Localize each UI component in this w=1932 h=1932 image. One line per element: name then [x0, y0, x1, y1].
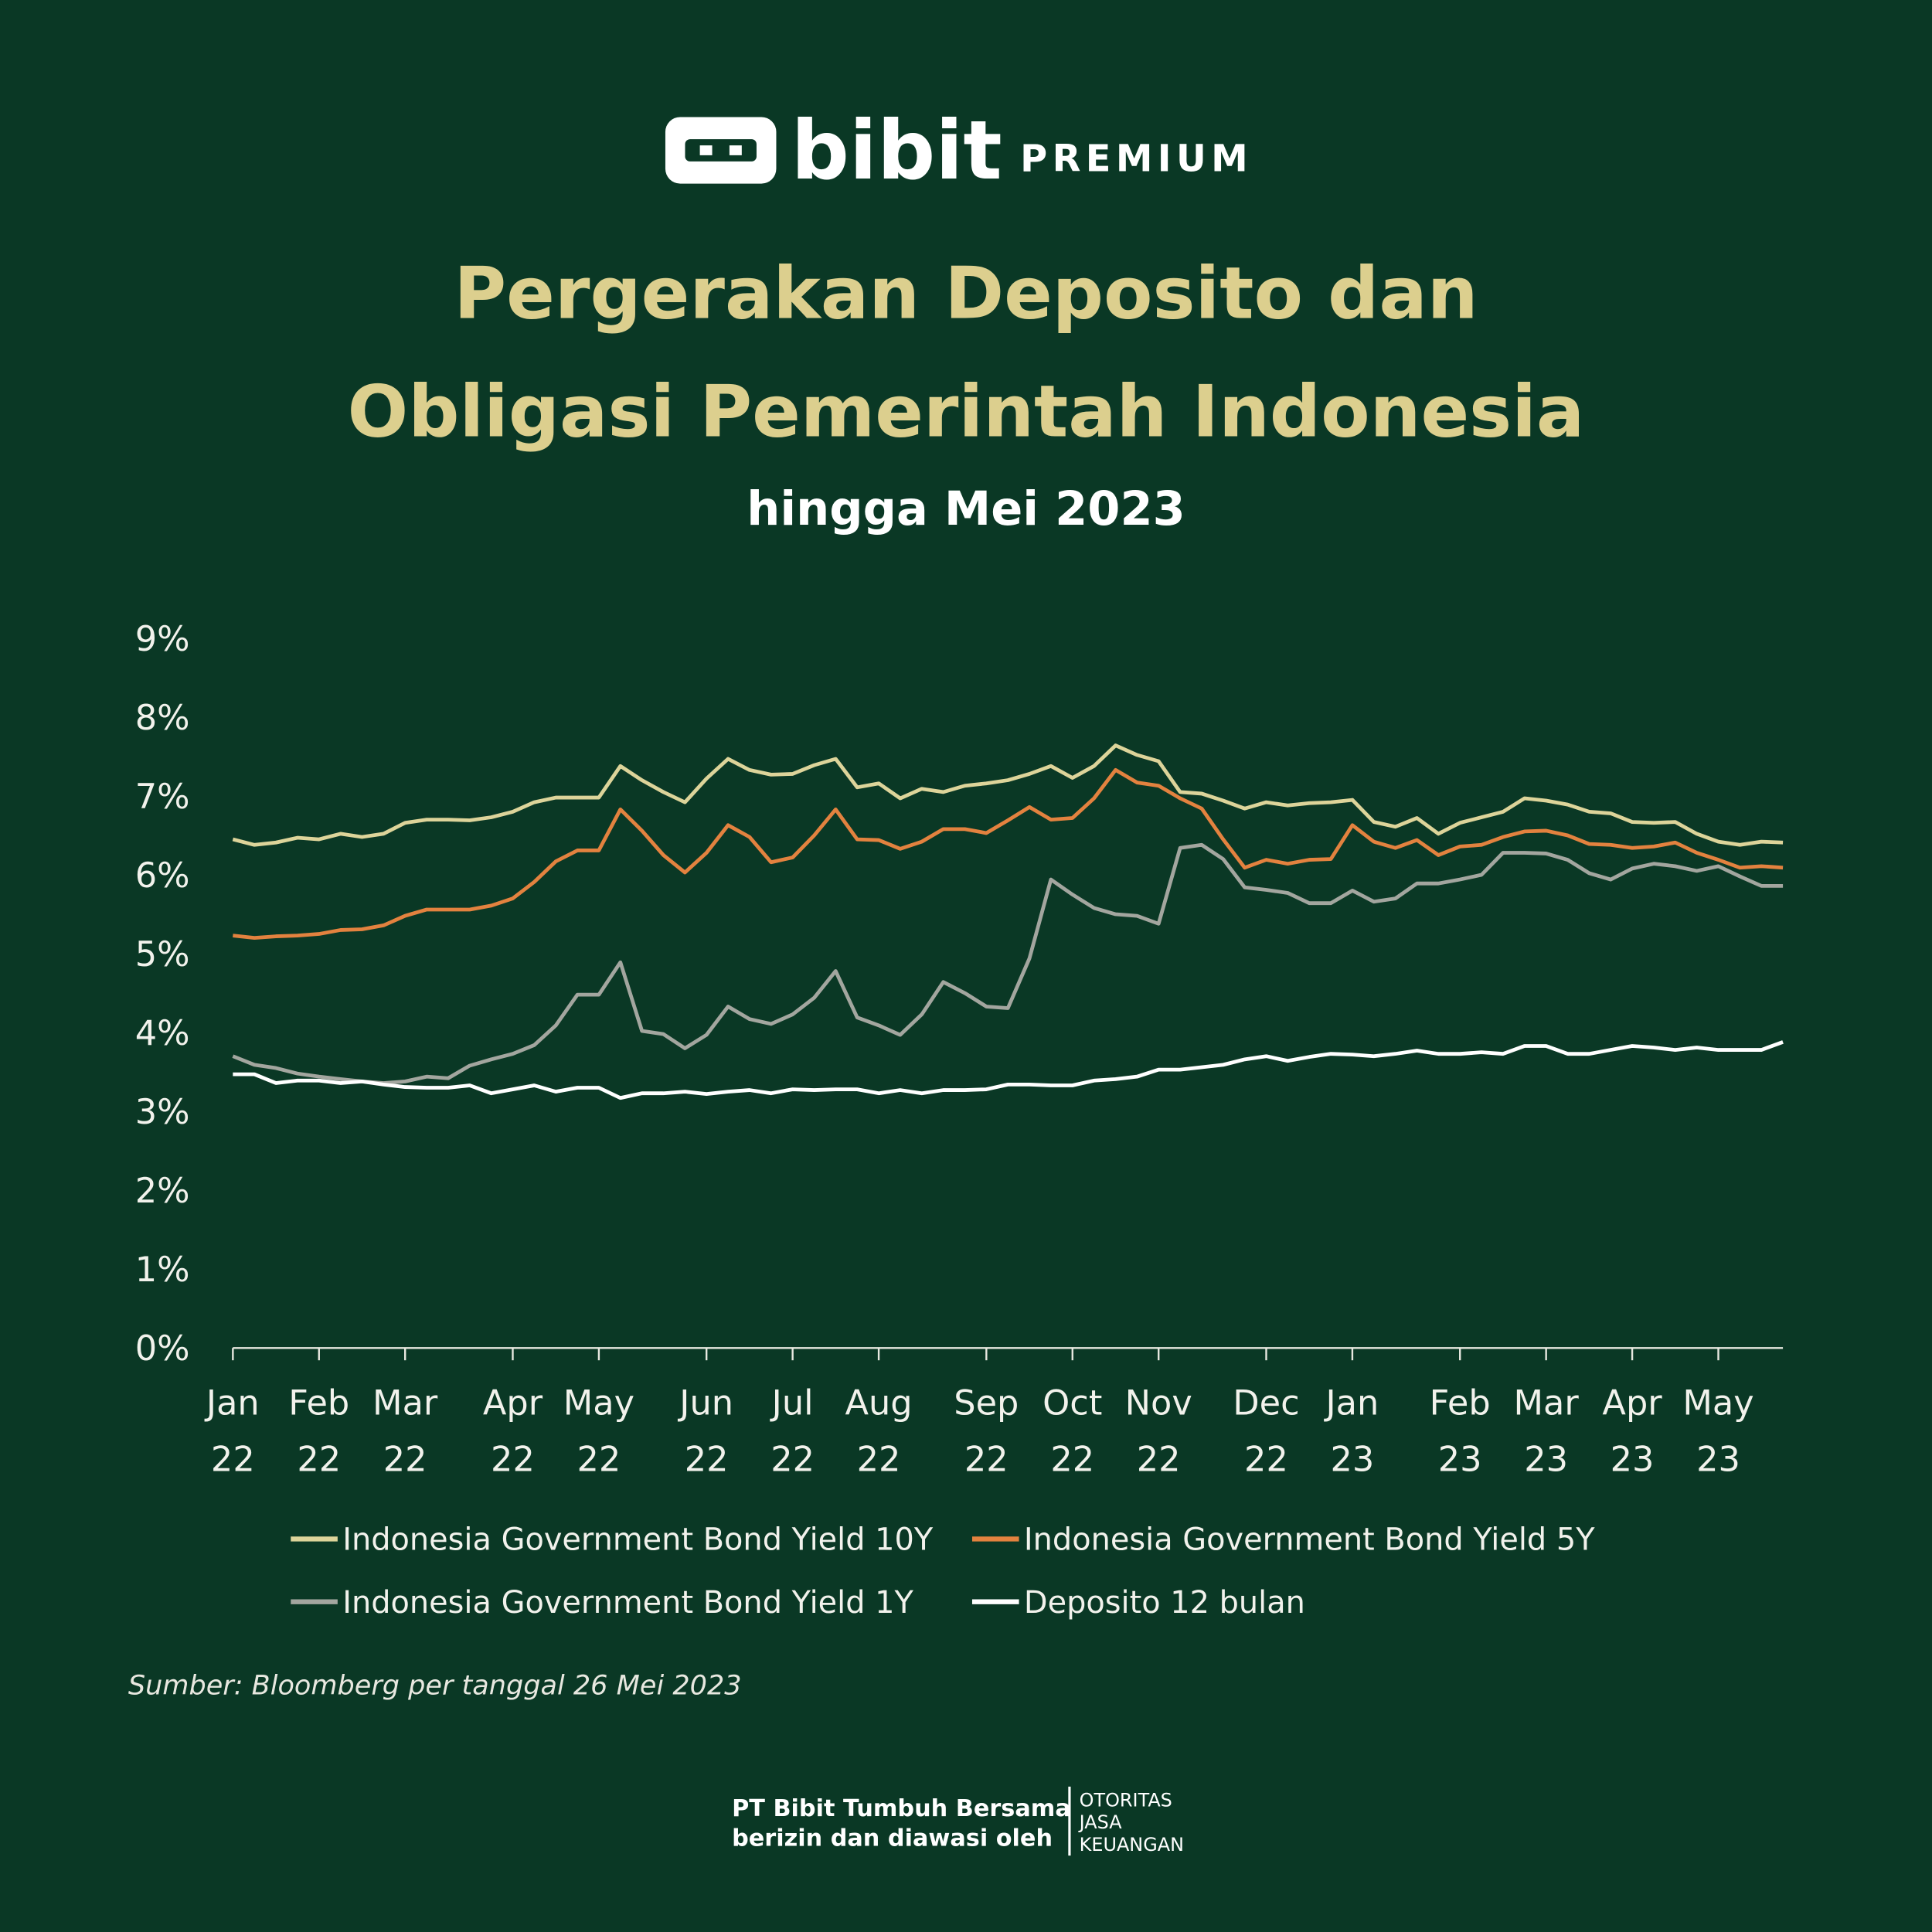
plot: 0% 1% 2% 3% 4% 5% 6% 7% 8% 9% Jan 22 Feb 22 Mar 22 Ap…	[135, 619, 1784, 1621]
x-tick-label: Apr 22	[482, 1382, 543, 1480]
x-tick-label: Nov 22	[1124, 1382, 1192, 1480]
y-tick-label: 1%	[135, 1250, 190, 1290]
series-line	[232, 842, 1784, 1085]
x-tick-label: Sep 22	[954, 1382, 1019, 1480]
x-tick-label-box: Aug 22	[845, 1382, 913, 1480]
regulator: OTORITAS	[1080, 1789, 1172, 1811]
x-tick-label-box: Jan 23	[1325, 1382, 1379, 1480]
series-line	[232, 743, 1784, 847]
x-tick-label: Dec 22	[1233, 1382, 1300, 1480]
x-tick-label: Jun 22	[679, 1382, 734, 1480]
legend-label: Indonesia Government Bond Yield 10Y	[342, 1522, 934, 1558]
x-tick-label: Mar 22	[372, 1382, 438, 1480]
x-tick-label: Jul 22	[770, 1382, 815, 1480]
brand-tier: PREMIUM	[1020, 138, 1253, 181]
x-tick-label-box: Jan 22	[206, 1382, 260, 1480]
x-tick-label: Jan 22	[206, 1382, 260, 1480]
y-tick-label: 6%	[135, 855, 190, 896]
series-line	[233, 1040, 1784, 1100]
x-tick-label: May 23	[1682, 1382, 1754, 1480]
x-tick-label: Apr 23	[1602, 1382, 1662, 1480]
y-tick-label: 0%	[135, 1328, 190, 1369]
x-tick-label-box: Apr 22	[482, 1382, 543, 1480]
legend-label: Indonesia Government Bond Yield 1Y	[342, 1585, 913, 1621]
x-tick-label-box: Feb 23	[1429, 1382, 1491, 1480]
x-tick-label-box: May 22	[563, 1382, 635, 1480]
y-tick-label: 7%	[135, 777, 190, 817]
footer-company: PT Bibit Tumbuh Bersama	[732, 1795, 1071, 1822]
x-tick-label-box: Feb 22	[288, 1382, 350, 1480]
source-note: Sumber: Bloomberg per tanggal 26 Mei 202…	[128, 1669, 742, 1701]
regulator: KEUANGAN	[1080, 1834, 1184, 1855]
y-tick-label: 2%	[135, 1171, 190, 1211]
chart-title: Obligasi Pemerintah Indonesia	[348, 369, 1585, 453]
x-tick-label-box: Apr 23	[1602, 1382, 1662, 1480]
brand: bibit	[791, 103, 1002, 198]
y-tick-label: 5%	[135, 934, 190, 975]
x-tick-label-box: Mar 23	[1513, 1382, 1579, 1480]
x-tick-label: Aug 22	[845, 1382, 913, 1480]
x-tick-label: Oct 22	[1043, 1382, 1103, 1480]
y-tick-label: 4%	[135, 1013, 190, 1053]
x-tick-label-box: Jul 22	[770, 1382, 815, 1480]
y-tick-label: 9%	[135, 619, 190, 659]
chart-subtitle: hingga Mei 2023	[747, 482, 1185, 536]
x-tick-label: Jan 23	[1325, 1382, 1379, 1480]
x-tick-label: May 22	[563, 1382, 635, 1480]
x-tick-label: Feb 22	[288, 1382, 350, 1480]
y-tick-label: 8%	[135, 698, 190, 738]
x-tick-label-box: Oct 22	[1043, 1382, 1103, 1480]
x-tick-label-box: Jun 22	[679, 1382, 734, 1480]
logo-icon	[665, 117, 777, 184]
x-tick-label: Mar 23	[1513, 1382, 1579, 1480]
y-tick-label: 3%	[135, 1092, 190, 1132]
series-line	[233, 767, 1784, 940]
footer-note: berizin dan diawasi oleh	[732, 1825, 1053, 1852]
legend-label: Indonesia Government Bond Yield 5Y	[1024, 1522, 1595, 1558]
x-tick-label-box: Sep 22	[954, 1382, 1019, 1480]
x-tick-label-box: Dec 22	[1233, 1382, 1300, 1480]
chart-title: Pergerakan Deposito dan	[454, 251, 1478, 335]
x-tick-label-box: Mar 22	[372, 1382, 438, 1480]
x-tick-label-box: May 23	[1682, 1382, 1754, 1480]
regulator: JASA	[1078, 1811, 1123, 1833]
x-tick-label-box: Nov 22	[1124, 1382, 1192, 1480]
x-tick-label: Feb 23	[1429, 1382, 1491, 1480]
legend-label: Deposito 12 bulan	[1024, 1585, 1305, 1621]
